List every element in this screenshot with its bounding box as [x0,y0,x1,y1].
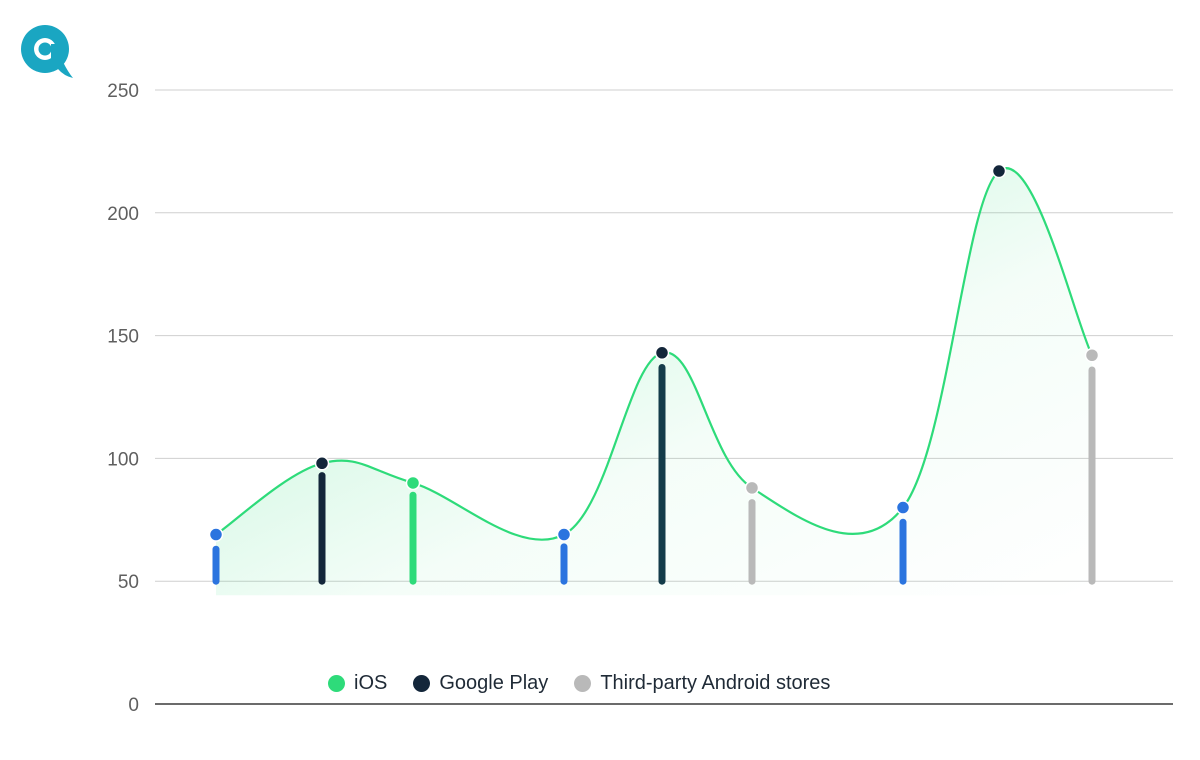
legend-item-ios: iOS [328,672,387,695]
legend-label-third-party: Third-party Android stores [600,672,831,694]
legend-item-google-play: Google Play [413,672,548,695]
y-tick-label-200: 200 [107,204,139,225]
data-point-8 [1084,347,1100,363]
data-point-7 [991,163,1007,179]
data-point-0 [208,527,224,542]
series-area [216,168,1092,596]
legend-label-google-play: Google Play [439,672,549,694]
y-tick-label-150: 150 [107,327,139,348]
data-point-2 [405,475,421,491]
brand-logo-icon [18,22,76,80]
y-tick-label-250: 250 [107,81,139,102]
legend-label-ios: iOS [354,672,388,694]
y-tick-label-100: 100 [107,449,139,470]
legend-swatch-google-play [413,675,431,692]
data-point-3 [556,527,572,542]
y-tick-label-50: 50 [118,572,139,593]
y-tick-label-0: 0 [128,695,139,716]
data-point-6 [895,500,911,515]
data-point-4 [654,345,670,361]
data-point-5 [744,480,760,496]
legend-item-third-party: Third-party Android stores [574,672,830,695]
data-point-1 [314,456,330,471]
legend-swatch-ios [328,675,345,692]
legend-swatch-third-party [574,675,592,692]
series-line [215,167,1093,541]
